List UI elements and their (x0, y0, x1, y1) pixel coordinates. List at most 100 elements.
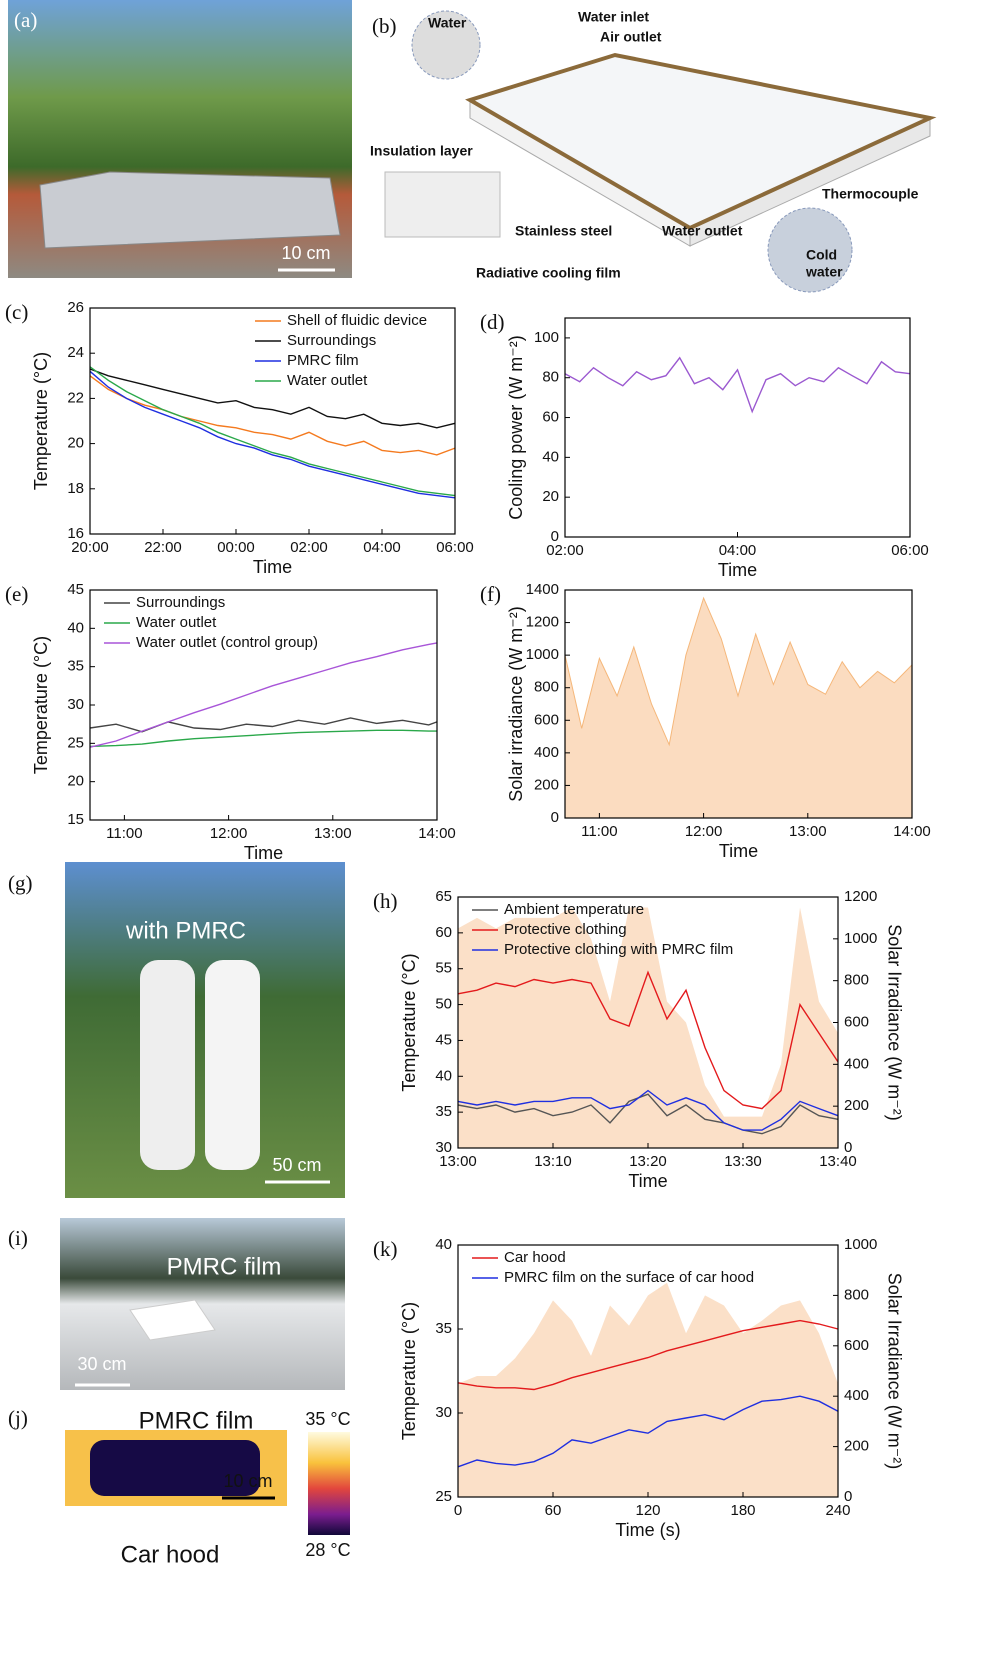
x-tick-label: 13:30 (724, 1153, 762, 1170)
x-tick-label: 60 (545, 1502, 562, 1519)
y-tick-label: 25 (67, 734, 84, 751)
line (457, 1319, 839, 1391)
x-tick-label: 22:00 (144, 539, 182, 556)
panel-label: (a) (14, 8, 37, 32)
legend-label: Water outlet (287, 372, 368, 389)
scale-bar-label: 30 cm (77, 1354, 126, 1374)
y-tick-label: 40 (435, 1067, 452, 1084)
area (564, 596, 913, 819)
y-tick-label: 400 (534, 744, 559, 761)
x-tick-label: 120 (635, 1502, 660, 1519)
y-tick-label: 35 (67, 658, 84, 675)
y-tick-label: 30 (435, 1404, 452, 1421)
x-tick-label: 180 (730, 1502, 755, 1519)
scale-bar-label: 10 cm (281, 243, 330, 263)
y-tick-label: 1200 (526, 614, 559, 631)
y-tick-label: 20 (67, 773, 84, 790)
y-tick-label: 35 (435, 1320, 452, 1337)
y-tick-label: 60 (435, 924, 452, 941)
y-axis-label: Temperature (°C) (31, 636, 51, 774)
line (564, 356, 911, 414)
thermal-j: (j) PMRC film 10 cm Car hood 35 °C 28 °C (8, 1406, 351, 1569)
panel-label: (h) (373, 889, 398, 913)
panel-label: (g) (8, 871, 33, 895)
panel-label: (e) (5, 582, 28, 606)
y2-tick-label: 400 (844, 1387, 869, 1404)
x-tick-label: 06:00 (891, 542, 929, 559)
plot-frame (564, 589, 913, 819)
x-tick-label: 13:20 (629, 1153, 667, 1170)
y2-axis-label: Solar Irradiance (W m⁻²) (884, 924, 904, 1121)
colorbar-label: 35 °C (305, 1409, 350, 1429)
diagram-label: Water inlet (578, 9, 649, 25)
y-axis-label: Solar irradiance (W m⁻²) (506, 606, 526, 802)
legend-label: Ambient temperature (504, 901, 644, 918)
diagram-label: water (805, 264, 843, 280)
y-tick-label: 35 (435, 1103, 452, 1120)
colorbar-label: 28 °C (305, 1540, 350, 1560)
line (89, 729, 437, 748)
area (458, 907, 838, 1148)
legend-label: Car hood (504, 1249, 566, 1266)
x-tick-label: 12:00 (210, 825, 248, 842)
x-axis-label: Time (s) (615, 1520, 680, 1540)
line (457, 1395, 839, 1468)
x-tick-label: 13:40 (819, 1153, 857, 1170)
y-tick-label: 40 (435, 1236, 452, 1253)
panel-label: (b) (372, 14, 397, 38)
diagram-label: Air outlet (600, 29, 662, 45)
y-tick-label: 24 (67, 344, 84, 361)
line (89, 375, 456, 456)
x-tick-label: 0 (454, 1502, 462, 1519)
y2-tick-label: 0 (844, 1488, 852, 1505)
y2-tick-label: 400 (844, 1055, 869, 1072)
y-tick-label: 45 (435, 1031, 452, 1048)
y-tick-label: 26 (67, 299, 84, 316)
y-tick-label: 800 (534, 679, 559, 696)
legend-label: Protective clothing (504, 921, 627, 938)
legend-label: Protective clothing with PMRC film (504, 941, 733, 958)
x-tick-label: 00:00 (217, 539, 255, 556)
plot-frame (564, 317, 911, 538)
y-tick-label: 1000 (526, 646, 559, 663)
panel-label: (f) (480, 582, 501, 606)
y-tick-label: 80 (542, 369, 559, 386)
x-tick-label: 11:00 (106, 825, 142, 842)
y-tick-label: 100 (534, 329, 559, 346)
y2-tick-label: 1200 (844, 888, 877, 905)
x-axis-label: Time (253, 557, 292, 577)
x-tick-label: 11:00 (581, 823, 617, 840)
x-tick-label: 02:00 (290, 539, 328, 556)
legend-label: Surroundings (287, 332, 376, 349)
panel-label: (c) (5, 300, 28, 324)
plot-frame (89, 307, 456, 535)
panel-label: (k) (373, 1237, 398, 1261)
x-tick-label: 13:10 (534, 1153, 572, 1170)
panel-label: (i) (8, 1226, 28, 1250)
legend-label: PMRC film (287, 352, 359, 369)
y-tick-label: 1400 (526, 581, 559, 598)
y-tick-label: 30 (67, 696, 84, 713)
y-tick-label: 40 (542, 448, 559, 465)
line (457, 1093, 839, 1135)
caption: with PMRC (125, 917, 246, 944)
y-axis-label: Cooling power (W m⁻²) (506, 335, 526, 520)
legend-label: Water outlet (control group) (136, 634, 318, 651)
y-tick-label: 18 (67, 480, 84, 497)
y-tick-label: 50 (435, 996, 452, 1013)
y-axis-label: Temperature (°C) (399, 953, 419, 1091)
x-tick-label: 12:00 (685, 823, 723, 840)
diagram-label: Thermocouple (822, 186, 919, 202)
diagram-b: (b) Water Water inlet Air outlet Insulat… (370, 9, 937, 293)
y2-tick-label: 600 (844, 1337, 869, 1354)
x-tick-label: 13:00 (789, 823, 827, 840)
y-tick-label: 16 (67, 525, 84, 542)
legend-label: Surroundings (136, 594, 225, 611)
y-tick-label: 0 (551, 809, 559, 826)
area (458, 1282, 838, 1497)
x-tick-label: 06:00 (436, 539, 474, 556)
y2-axis-label: Solar Irradiance (W m⁻²) (884, 1273, 904, 1470)
y2-tick-label: 200 (844, 1438, 869, 1455)
x-tick-label: 20:00 (71, 539, 109, 556)
diagram-label: Insulation layer (370, 143, 473, 159)
